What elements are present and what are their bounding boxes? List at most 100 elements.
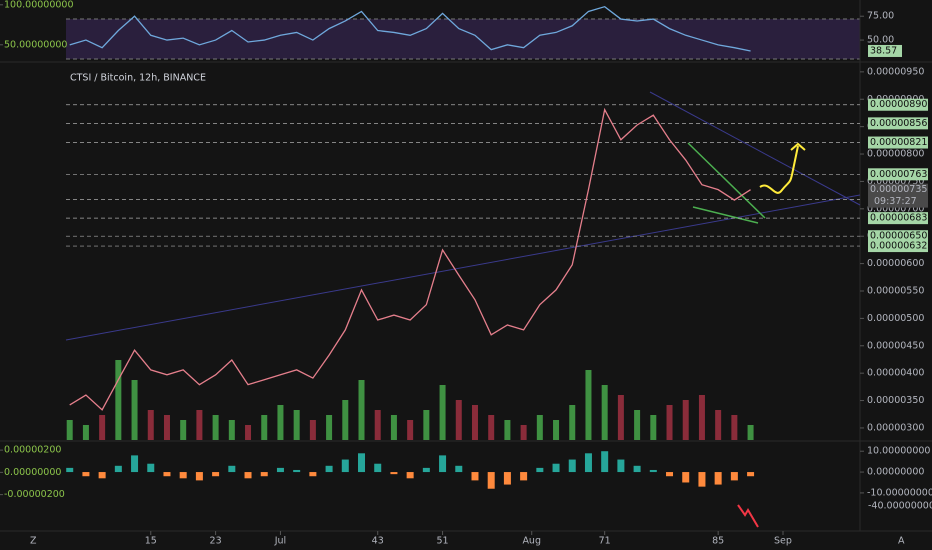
volume-bar [504,420,511,440]
level-box [868,117,928,130]
volume-bar [569,405,576,440]
trend-line [65,194,861,341]
forecast-arrow [759,145,799,194]
bar [163,472,171,477]
volume-bar [326,415,333,440]
wedge-line [692,206,759,224]
level-label: 0.00000890 [870,99,927,110]
y-tick-label: 0.00000700 [867,203,924,214]
rsi-box [868,44,902,57]
volume-bar [407,420,414,440]
volume-bar [536,415,543,440]
bar [195,472,203,481]
y2-tick-label: 50.00000000 [4,39,67,50]
bar [260,472,268,477]
bar [584,453,592,473]
bar [82,472,90,477]
volume-bar [196,410,203,440]
volume-bar [277,405,284,440]
volume-bar [147,410,154,440]
volume-bar [99,415,106,440]
bar [568,459,576,473]
level-label: 0.00000683 [870,213,927,224]
volume-bar [650,415,657,440]
volume-bar [180,420,187,440]
bar [293,469,301,473]
bar [649,469,657,473]
bar [487,472,495,489]
x-tick-label: 15 [145,536,157,547]
rsi-band [66,19,860,59]
volume-bar [228,420,235,440]
volume-bar [747,425,754,440]
level-box [868,98,928,111]
bar [98,472,106,479]
y-tick-label: 0.00000450 [867,340,924,351]
y-tick-label: -10.00000000 [867,487,932,498]
bar [520,472,528,481]
bar [309,472,317,477]
volume-bar [115,360,122,440]
volume-bar [617,395,624,440]
y-tick-label: 0.00000750 [867,176,924,187]
volume-bar [715,410,722,440]
bar [455,465,463,473]
y-tick-label: 75.00 [867,11,894,22]
footer-button[interactable]: Z [30,536,37,547]
bar [730,472,738,481]
bar [698,472,706,487]
volume-bar [553,420,560,440]
level-box [868,230,928,243]
volume-bar [212,415,219,440]
level-box [868,168,928,181]
bar [747,472,755,477]
volume-bar [293,410,300,440]
bar [714,472,722,485]
volume-bar [245,425,252,440]
trend-line [649,91,861,206]
y2-tick-label: 100.00000000 [4,0,74,10]
y2-tick-label: 0.00000000 [4,467,61,478]
bar [422,467,430,473]
y-tick-label: 0.00000350 [867,395,924,406]
volume-bar [66,420,73,440]
level-box [868,212,928,225]
volume-bar [666,405,673,440]
bar [147,463,155,473]
volume-bar [423,410,430,440]
volume-bar [601,385,608,440]
wedge-line [687,142,766,219]
bar [244,472,252,479]
bar [536,467,544,473]
y-tick-label: 0.00000300 [867,422,924,433]
x-tick-label: 51 [437,536,449,547]
footer-button[interactable]: A [898,536,905,547]
bar [406,472,414,479]
x-tick-label: Jul [274,536,286,547]
level-label: 0.00000632 [870,241,927,252]
volume-bar [455,400,462,440]
x-tick-label: 23 [210,536,222,547]
bar [179,472,187,479]
x-tick-label: 71 [599,536,611,547]
volume-bar [358,380,365,440]
bar [212,472,220,477]
bar [374,463,382,473]
line [69,107,751,411]
down-arrow [737,504,759,528]
volume-bar [131,380,138,440]
bar [325,465,333,473]
bar [633,465,641,473]
bar [617,459,625,473]
y-tick-label: 0.00000550 [867,285,924,296]
bar [276,467,284,473]
bar [66,467,74,473]
current-box [868,183,928,208]
y-tick-label: 0.00000500 [867,313,924,324]
level-label: 0.00000821 [870,137,927,148]
chart-title: CTSI / Bitcoin, 12h, BINANCE [70,73,206,84]
bar [471,472,479,481]
volume-bar [731,415,738,440]
volume-bar [342,400,349,440]
